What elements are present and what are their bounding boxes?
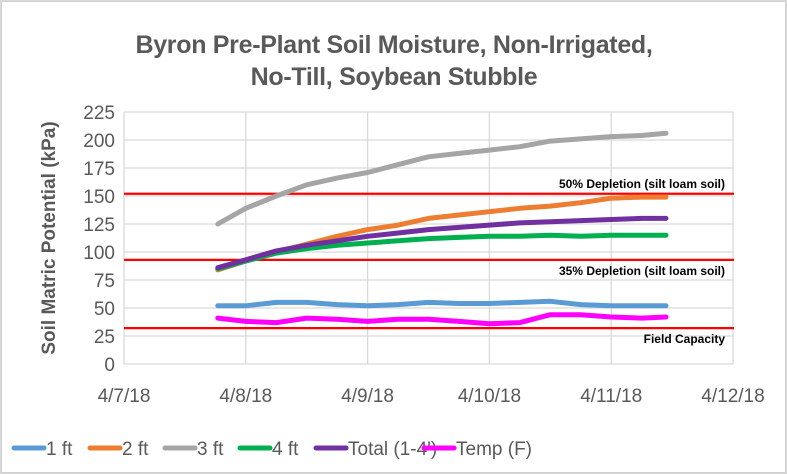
chart-title-line-1: Byron Pre-Plant Soil Moisture, Non-Irrig… [135, 31, 652, 59]
y-tick-label: 200 [83, 131, 115, 152]
y-tick-label: 150 [83, 187, 115, 208]
series-line [215, 298, 669, 309]
legend-label: 2 ft [122, 439, 149, 460]
legend-label: 4 ft [272, 439, 299, 460]
x-tick-label: 4/7/18 [98, 386, 151, 407]
x-tick-label: 4/9/18 [341, 386, 394, 407]
y-tick-label: 100 [83, 243, 115, 264]
x-tick-labels: 4/7/18 4/8/18 4/9/18 4/10/18 4/11/18 4/12/18 [98, 386, 765, 407]
y-tick-label: 0 [104, 355, 115, 376]
y-axis-label: Soil Matric Potential (kPa) [39, 121, 60, 354]
legend-label: Temp (F) [456, 439, 532, 460]
chart-title-line-2: No-Till, Soybean Stubble [251, 63, 538, 91]
x-tick-label: 4/10/18 [458, 386, 521, 407]
y-tick-label: 125 [83, 215, 115, 236]
x-tick-label: 4/8/18 [219, 386, 272, 407]
series-line [215, 232, 669, 272]
y-tick-label: 25 [94, 327, 115, 348]
legend-label: Total (1-4') [348, 439, 437, 460]
legend-label: 3 ft [197, 439, 224, 460]
chart-title: Byron Pre-Plant Soil Moisture, Non-Irrig… [135, 31, 652, 91]
legend-label: 1 ft [46, 439, 73, 460]
y-tick-labels: 0 25 50 75 100 125 150 175 200 225 [83, 103, 115, 376]
y-tick-label: 175 [83, 159, 115, 180]
y-tick-label: 50 [94, 299, 115, 320]
series-lines [215, 130, 669, 327]
y-tick-label: 225 [83, 103, 115, 124]
y-tick-label: 75 [94, 271, 115, 292]
reference-line-label: 50% Depletion (silt loam soil) [559, 177, 725, 191]
series-line [215, 215, 669, 271]
legend: 1 ft 2 ft 3 ft 4 ft Total (1-4') Temp (F) [11, 439, 532, 460]
x-tick-label: 4/11/18 [580, 386, 642, 407]
reference-line-label: 35% Depletion (silt loam soil) [559, 264, 725, 278]
x-tick-label: 4/12/18 [701, 386, 764, 407]
series-line [215, 312, 669, 327]
reference-line-label: Field Capacity [644, 332, 726, 346]
series-line [215, 130, 669, 227]
reference-lines: 50% Depletion (silt loam soil) 35% Deplet… [124, 177, 734, 346]
